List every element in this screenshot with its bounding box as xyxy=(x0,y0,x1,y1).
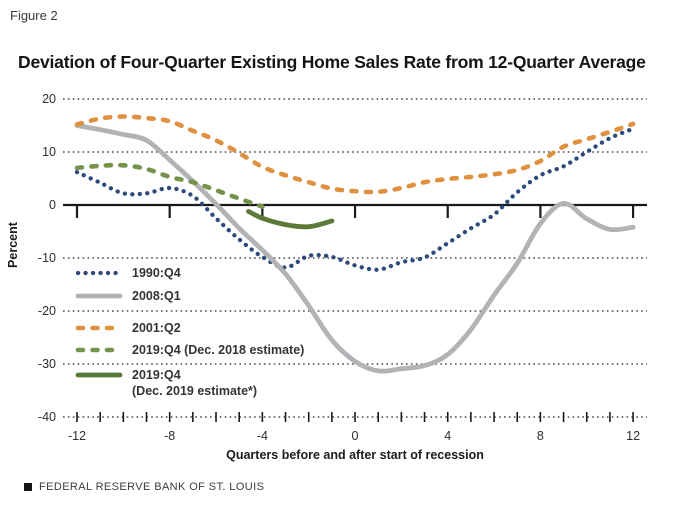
legend-item-2001-q2: 2001:Q2 xyxy=(75,320,181,336)
page-title: Deviation of Four-Quarter Existing Home … xyxy=(18,52,646,72)
legend-label: 2019:Q4 (Dec. 2018 estimate) xyxy=(132,343,305,357)
legend-swatch-icon xyxy=(75,293,123,299)
y-tick-label: 0 xyxy=(49,198,56,212)
source-marker-icon xyxy=(24,483,32,491)
y-tick-label: 20 xyxy=(42,92,56,106)
y-tick-label: -20 xyxy=(37,304,56,318)
legend-swatch-icon xyxy=(75,270,123,276)
legend-item-2019-q4-dec-2018-estimate-: 2019:Q4 (Dec. 2018 estimate) xyxy=(75,342,304,358)
legend-item-2019-q4-dec-2019-estimate-: 2019:Q4 (Dec. 2019 estimate*) xyxy=(75,367,257,399)
series-line-2019-q4-dec-2018-estimate- xyxy=(74,162,265,209)
x-tick-label: 8 xyxy=(536,429,544,443)
legend-label: 1990:Q4 xyxy=(132,266,181,280)
x-tick-label: 0 xyxy=(351,429,359,443)
series-line-1990-q4 xyxy=(74,126,636,272)
legend-swatch-icon xyxy=(75,325,123,331)
legend-swatch-icon xyxy=(75,372,123,378)
source-label: FEDERAL RESERVE BANK OF ST. LOUIS xyxy=(39,481,265,493)
legend-item-2008-q1: 2008:Q1 xyxy=(75,288,181,304)
x-tick-label: 4 xyxy=(444,429,452,443)
x-tick-label: 12 xyxy=(626,429,641,443)
series-line-2001-q2 xyxy=(74,114,636,195)
legend-label: 2008:Q1 xyxy=(132,289,181,303)
y-axis-title: Percent xyxy=(6,222,20,268)
legend-item-1990-q4: 1990:Q4 xyxy=(75,265,181,281)
y-tick-label: -30 xyxy=(37,357,56,371)
y-tick-label: -40 xyxy=(37,410,56,424)
source-footer: FEDERAL RESERVE BANK OF ST. LOUIS xyxy=(24,481,264,493)
x-tick-label: -4 xyxy=(256,429,268,443)
series-line-2008-q1 xyxy=(74,123,636,374)
series-line-2019-q4-dec-2019-estimate- xyxy=(246,208,335,230)
legend-label: 2019:Q4 (Dec. 2019 estimate*) xyxy=(132,368,258,398)
y-tick-label: -10 xyxy=(37,251,56,265)
legend-label: 2001:Q2 xyxy=(132,321,181,335)
x-tick-label: -8 xyxy=(164,429,176,443)
legend-swatch-icon xyxy=(75,347,123,353)
figure-label: Figure 2 xyxy=(10,8,58,23)
x-axis-title: Quarters before and after start of reces… xyxy=(226,448,484,462)
x-tick-label: -12 xyxy=(67,429,87,443)
y-tick-label: 10 xyxy=(42,145,56,159)
